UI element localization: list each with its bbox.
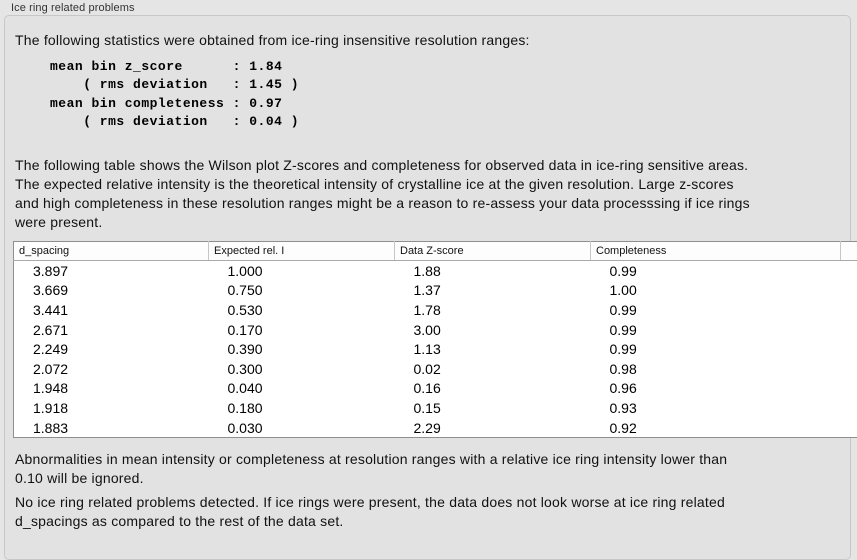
table-cell: 0.98 <box>591 359 841 379</box>
table-cell-empty <box>841 261 857 281</box>
panel-title: Ice ring related problems <box>11 2 135 14</box>
table-cell: 2.671 <box>14 320 209 340</box>
table-cell: 3.897 <box>14 261 209 281</box>
table-cell: 0.390 <box>209 339 395 359</box>
column-header-empty[interactable] <box>841 242 857 261</box>
table-cell: 1.00 <box>591 281 841 301</box>
table-cell: 0.530 <box>209 300 395 320</box>
table-cell: 2.249 <box>14 339 209 359</box>
table-cell: 0.99 <box>591 339 841 359</box>
table-cell-empty <box>841 300 857 320</box>
table-cell-empty <box>841 359 857 379</box>
table-cell: 2.29 <box>395 418 591 438</box>
statistics-block: mean bin z_score : 1.84 ( rms deviation … <box>50 58 299 131</box>
table-cell: 3.00 <box>395 320 591 340</box>
table-cell: 0.170 <box>209 320 395 340</box>
table-cell: 3.669 <box>14 281 209 301</box>
ice-ring-panel: { "panel": { "title": "Ice ring related … <box>0 0 857 536</box>
table-cell: 1.37 <box>395 281 591 301</box>
table-cell: 0.99 <box>591 261 841 281</box>
conclusion-text: No ice ring related problems detected. I… <box>15 493 725 531</box>
column-header-completeness[interactable]: Completeness <box>591 242 841 261</box>
table-cell: 1.948 <box>14 379 209 399</box>
table-cell: 0.750 <box>209 281 395 301</box>
table-cell: 1.88 <box>395 261 591 281</box>
table-cell: 1.000 <box>209 261 395 281</box>
intro-text: The following statistics were obtained f… <box>15 31 530 50</box>
table-description-text: The following table shows the Wilson plo… <box>15 156 750 232</box>
table-cell: 3.441 <box>14 300 209 320</box>
table-cell: 0.96 <box>591 379 841 399</box>
table-cell: 1.883 <box>14 418 209 438</box>
table-cell-empty <box>841 379 857 399</box>
table-cell-empty <box>841 339 857 359</box>
column-header-d-spacing[interactable]: d_spacing <box>14 242 209 261</box>
table-cell: 0.030 <box>209 418 395 438</box>
table-cell: 0.180 <box>209 398 395 418</box>
table-cell: 0.02 <box>395 359 591 379</box>
ice-ring-group-box: The following statistics were obtained f… <box>4 15 851 560</box>
table-cell: 0.300 <box>209 359 395 379</box>
column-header-expected-rel-i[interactable]: Expected rel. I <box>209 242 395 261</box>
table-cell-empty <box>841 281 857 301</box>
ignore-note-text: Abnormalities in mean intensity or compl… <box>15 450 727 488</box>
table-cell-empty <box>841 320 857 340</box>
table-cell: 0.15 <box>395 398 591 418</box>
table-cell-empty <box>841 398 857 418</box>
table-cell: 0.99 <box>591 320 841 340</box>
table-cell: 1.78 <box>395 300 591 320</box>
column-header-data-z-score[interactable]: Data Z-score <box>395 242 591 261</box>
table-cell-empty <box>841 418 857 438</box>
table-cell: 0.93 <box>591 398 841 418</box>
table-cell: 0.92 <box>591 418 841 438</box>
table-cell: 1.13 <box>395 339 591 359</box>
table-cell: 0.040 <box>209 379 395 399</box>
table-cell: 2.072 <box>14 359 209 379</box>
table-cell: 0.16 <box>395 379 591 399</box>
table-cell: 1.918 <box>14 398 209 418</box>
table-cell: 0.99 <box>591 300 841 320</box>
